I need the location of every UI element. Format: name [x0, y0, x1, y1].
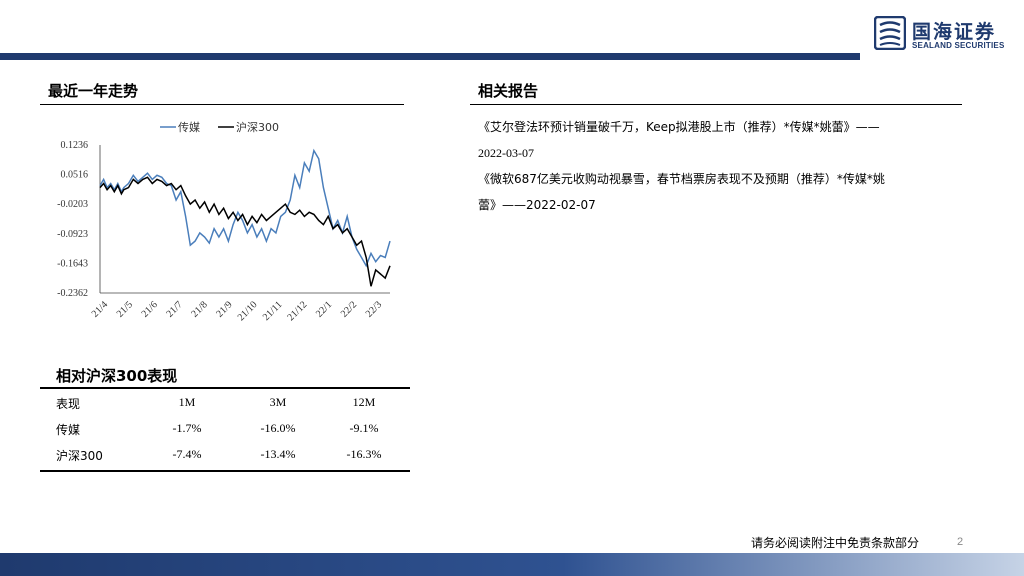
sealand-logo-icon — [874, 16, 906, 50]
report-item-date: 2022-03-07 — [478, 146, 534, 160]
performance-bottom-rule — [40, 470, 410, 472]
logo-cn-text: 国海证券 — [912, 21, 997, 43]
header-cell: 1M — [178, 395, 196, 409]
y-tick-label: -0.0203 — [57, 199, 88, 210]
report-item-line: 蕾》——2022-02-07 — [478, 198, 596, 212]
row-value: -1.7% — [172, 421, 202, 435]
series-line-csi300 — [99, 176, 391, 287]
x-tick-label: 22/1 — [314, 299, 334, 319]
row-value: -16.3% — [346, 447, 382, 461]
performance-row-media: 传媒 -1.7% -16.0% -9.1% — [56, 417, 408, 443]
x-tick-label: 21/9 — [214, 299, 234, 319]
chart-section-title: 最近一年走势 — [48, 82, 139, 100]
x-tick-label: 21/7 — [164, 299, 184, 319]
trend-chart: 传媒 沪深300 0.1236 0.0516 -0.0203 -0.0923 -0.16… — [57, 120, 391, 323]
chart-legend: 传媒 沪深300 — [160, 120, 279, 134]
header-cell: 12M — [352, 395, 376, 409]
y-tick-label: 0.1236 — [61, 140, 89, 151]
reports-list: 《艾尔登法环预计销量破千万，Keep拟港股上市（推荐）*传媒*姚蕾》—— 202… — [478, 114, 958, 218]
performance-table: 表现 1M 3M 12M 传媒 -1.7% -16.0% -9.1% 沪深300… — [56, 391, 408, 469]
header-rule — [0, 53, 860, 60]
page-number: 2 — [957, 536, 964, 548]
performance-top-rule — [40, 387, 410, 389]
footer-bar — [0, 553, 1024, 576]
legend-label-csi300: 沪深300 — [236, 120, 279, 134]
sealand-logo: 国海证券 SEALAND SECURITIES — [874, 14, 1019, 54]
x-tick-label: 21/5 — [115, 299, 135, 319]
chart-section-rule — [40, 104, 404, 105]
reports-section-title: 相关报告 — [478, 82, 539, 100]
x-tick-label: 21/12 — [286, 299, 310, 323]
performance-header-row: 表现 1M 3M 12M — [56, 391, 408, 417]
x-tick-label: 21/11 — [261, 299, 285, 323]
report-item[interactable]: 《微软687亿美元收购动视暴雪，春节档票房表现不及预期（推荐）*传媒*姚 蕾》—… — [478, 166, 958, 218]
report-item-line: 《微软687亿美元收购动视暴雪，春节档票房表现不及预期（推荐）*传媒*姚 — [478, 172, 885, 186]
series-line-media — [99, 148, 391, 268]
report-item[interactable]: 《艾尔登法环预计销量破千万，Keep拟港股上市（推荐）*传媒*姚蕾》—— 202… — [478, 114, 958, 166]
header-cell: 表现 — [56, 397, 81, 411]
logo-en-text: SEALAND SECURITIES — [912, 41, 1005, 50]
performance-row-csi300: 沪深300 -7.4% -13.4% -16.3% — [56, 443, 408, 469]
row-value: -7.4% — [172, 447, 202, 461]
row-value: -16.0% — [260, 421, 296, 435]
x-tick-label: 22/2 — [339, 299, 359, 319]
legend-label-media: 传媒 — [178, 121, 200, 134]
y-tick-label: -0.2362 — [57, 288, 88, 299]
x-tick-label: 21/6 — [140, 299, 160, 319]
y-axis-ticks: 0.1236 0.0516 -0.0203 -0.0923 -0.1643 -0.2362 — [57, 140, 88, 299]
y-tick-label: -0.1643 — [57, 258, 88, 269]
x-tick-label: 22/3 — [364, 299, 384, 319]
row-label: 传媒 — [56, 423, 81, 437]
performance-title: 相对沪深300表现 — [56, 367, 178, 385]
row-value: -9.1% — [349, 421, 379, 435]
y-tick-label: -0.0923 — [57, 229, 88, 240]
row-label: 沪深300 — [56, 449, 103, 463]
header-cell: 3M — [269, 395, 287, 409]
x-tick-label: 21/8 — [189, 299, 209, 319]
x-tick-label: 21/10 — [236, 299, 260, 323]
x-tick-label: 21/4 — [90, 299, 110, 319]
row-value: -13.4% — [260, 447, 296, 461]
reports-section-rule — [470, 104, 962, 105]
y-tick-label: 0.0516 — [61, 170, 89, 181]
x-axis-ticks: 21/4 21/5 21/6 21/7 21/8 21/9 21/10 21/11 21/12 2… — [90, 299, 384, 323]
disclaimer-text: 请务必阅读附注中免责条款部分 — [751, 536, 920, 550]
report-item-line: 《艾尔登法环预计销量破千万，Keep拟港股上市（推荐）*传媒*姚蕾》—— — [478, 120, 880, 134]
